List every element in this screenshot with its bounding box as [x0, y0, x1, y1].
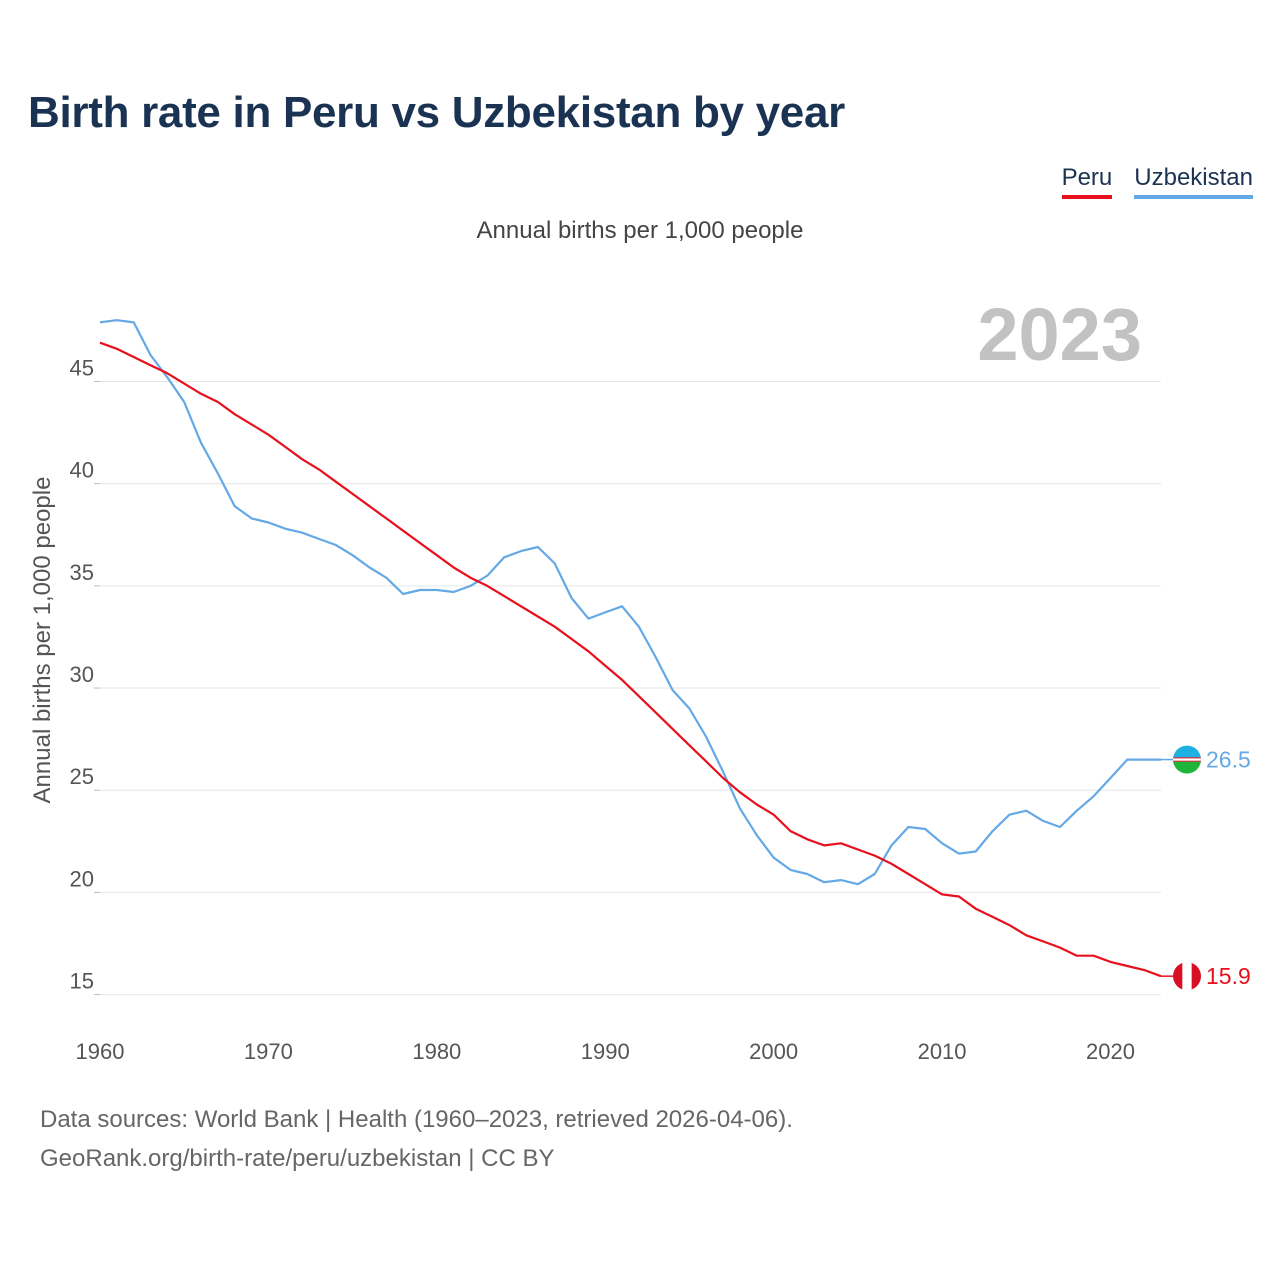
- source-line-1: Data sources: World Bank | Health (1960–…: [40, 1106, 793, 1133]
- y-tick-label-30: 30: [70, 662, 94, 687]
- y-tick-label-35: 35: [70, 560, 94, 585]
- year-watermark: 2023: [977, 293, 1142, 376]
- x-tick-label-2000: 2000: [749, 1039, 798, 1064]
- series-line-uzbekistan: [99, 319, 1161, 886]
- x-tick-label-1960: 1960: [76, 1039, 125, 1064]
- legend-item-peru[interactable]: Peru: [1061, 164, 1113, 199]
- legend: Peru Uzbekistan: [1061, 164, 1253, 199]
- end-value-label-peru: 15.9: [1206, 963, 1251, 989]
- y-tick-label-20: 20: [70, 866, 94, 891]
- end-value-label-uzbekistan: 26.5: [1206, 747, 1251, 773]
- x-tick-label-1970: 1970: [244, 1039, 293, 1064]
- y-tick-label-45: 45: [70, 356, 94, 381]
- uzbekistan-flag-icon: [1173, 745, 1201, 774]
- x-tick-label-2010: 2010: [918, 1039, 967, 1064]
- series-line-peru: [99, 341, 1162, 978]
- peru-flag-icon: [1173, 962, 1201, 991]
- y-tick-label-40: 40: [70, 458, 94, 483]
- chart-title: Birth rate in Peru vs Uzbekistan by year: [28, 88, 845, 137]
- x-tick-label-1990: 1990: [581, 1039, 630, 1064]
- chart-subtitle: Annual births per 1,000 people: [476, 217, 804, 244]
- y-tick-label-25: 25: [70, 764, 94, 789]
- y-axis-label: Annual births per 1,000 people: [29, 476, 56, 804]
- source-line-2: GeoRank.org/birth-rate/peru/uzbekistan |…: [40, 1145, 555, 1172]
- y-tick-label-15: 15: [70, 969, 94, 994]
- legend-item-uzbekistan[interactable]: Uzbekistan: [1134, 164, 1253, 199]
- x-tick-label-1980: 1980: [412, 1039, 461, 1064]
- x-tick-label-2020: 2020: [1086, 1039, 1135, 1064]
